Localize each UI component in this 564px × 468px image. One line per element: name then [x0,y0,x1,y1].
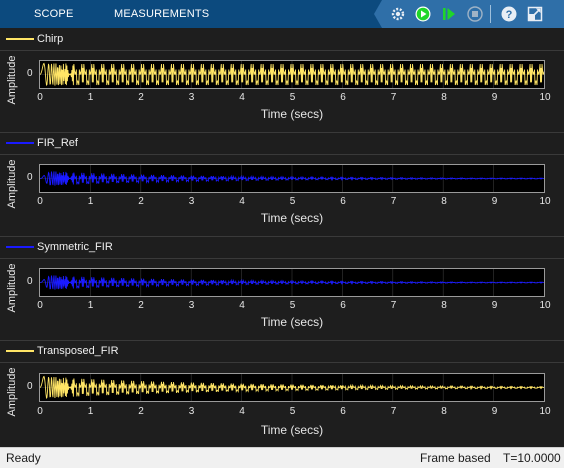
x-tick-label: 6 [340,300,346,311]
scope-panel-symmetric-fir: Symmetric_FIR Amplitude 0 0 1 2 3 4 5 6 7 8 9 10 T… [0,236,564,340]
y-tick-label: 0 [27,381,33,392]
legend-label: Chirp [37,33,64,45]
stop-icon[interactable] [466,5,484,23]
signal-trace [40,275,544,290]
legend-divider [0,154,564,155]
legend-label: Symmetric_FIR [37,241,113,253]
tab-measurements[interactable]: MEASUREMENTS [114,8,210,20]
x-tick-label: 2 [138,92,144,103]
x-tick-label: 8 [441,196,447,207]
x-tick-label: 5 [289,300,296,311]
x-axis-label: Time (secs) [260,423,324,437]
x-tick-label: 2 [138,196,144,207]
x-axis-label: Time (secs) [260,211,324,225]
x-tick-label: 3 [188,300,195,311]
x-tick-label: 5 [289,92,296,103]
legend-line [6,246,34,248]
toolbar-separator [490,5,491,23]
status-bar: Ready Frame based T=10.0000 [0,447,564,468]
x-tick-label: 8 [441,406,447,417]
x-tick-label: 8 [441,92,447,103]
x-tick-labels: 0 1 2 3 4 5 6 7 8 9 10 [0,92,564,104]
plot-area-transposed-fir[interactable] [39,373,545,402]
legend-line [6,38,34,40]
x-tick-label: 6 [340,92,346,103]
x-tick-label: 4 [239,300,245,311]
x-tick-label: 7 [390,196,397,207]
x-tick-label: 2 [138,406,144,417]
x-tick-label: 4 [239,406,245,417]
x-tick-label: 1 [87,92,94,103]
legend-divider [0,50,564,51]
legend-divider [0,362,564,363]
scope-panel-fir-ref: FIR_Ref Amplitude 0 0 1 2 3 4 5 6 7 8 9 10 Time (s… [0,132,564,236]
scope-divider [0,236,564,237]
x-tick-label: 3 [188,92,195,103]
x-tick-label: 0 [37,406,43,417]
x-tick-label: 4 [239,92,245,103]
legend-line [6,350,34,352]
tab-scope[interactable]: SCOPE [34,8,74,20]
step-forward-icon[interactable] [440,5,458,23]
settings-gear-icon[interactable] [389,5,407,23]
x-tick-label: 9 [491,300,498,311]
simulation-tools: ? [374,0,564,28]
scope-panel-transposed-fir: Transposed_FIR Amplitude 0 0 1 2 3 4 5 6 7 8 9 10 … [0,340,564,444]
x-tick-label: 10 [539,92,551,103]
scope-toolbar: SCOPE MEASUREMENTS ? [0,0,564,28]
x-tick-label: 9 [491,196,498,207]
x-tick-label: 7 [390,406,397,417]
plot-area-chirp[interactable] [39,60,545,89]
x-tick-label: 7 [390,92,397,103]
x-tick-label: 6 [340,406,346,417]
x-tick-labels: 0 1 2 3 4 5 6 7 8 9 10 [0,196,564,208]
x-tick-label: 0 [37,92,43,103]
y-tick-label: 0 [27,276,33,287]
status-text: Ready [6,451,41,465]
x-tick-label: 1 [87,300,94,311]
help-icon[interactable]: ? [500,5,518,23]
x-tick-label: 10 [539,300,551,311]
scope-panel-chirp: Chirp Amplitude 0 0 1 2 3 4 5 6 7 8 9 10 Time (sec… [0,28,564,132]
x-tick-label: 2 [138,300,144,311]
x-tick-label: 3 [188,406,195,417]
x-tick-label: 5 [289,406,296,417]
x-tick-label: 4 [239,196,245,207]
legend-label: Transposed_FIR [37,345,119,357]
x-tick-label: 7 [390,300,397,311]
x-tick-label: 10 [539,406,551,417]
plot-area-symmetric-fir[interactable] [39,268,545,297]
x-tick-label: 9 [491,92,498,103]
plot-area-fir-ref[interactable] [39,164,545,193]
x-axis-label: Time (secs) [260,315,324,329]
signal-trace [40,62,544,87]
x-tick-label: 1 [87,406,94,417]
signal-trace [40,375,544,399]
signal-trace [40,171,544,186]
legend-label: FIR_Ref [37,137,78,149]
x-axis-label: Time (secs) [260,107,324,121]
x-tick-label: 1 [87,196,94,207]
x-tick-label: 0 [37,300,43,311]
x-tick-label: 10 [539,196,551,207]
legend-line [6,142,34,144]
x-tick-label: 3 [188,196,195,207]
x-tick-labels: 0 1 2 3 4 5 6 7 8 9 10 [0,406,564,418]
x-tick-label: 5 [289,196,296,207]
x-tick-label: 6 [340,196,346,207]
run-icon[interactable] [414,5,432,23]
scope-divider [0,340,564,341]
frame-mode-indicator: Frame based [420,451,491,465]
y-tick-label: 0 [27,172,33,183]
simulation-time: T=10.0000 [503,451,561,465]
y-tick-label: 0 [27,68,33,79]
undock-icon[interactable] [526,5,544,23]
x-tick-labels: 0 1 2 3 4 5 6 7 8 9 10 [0,300,564,312]
x-tick-label: 0 [37,196,43,207]
x-tick-label: 9 [491,406,498,417]
x-tick-label: 8 [441,300,447,311]
svg-text:?: ? [506,9,513,21]
scope-divider [0,132,564,133]
legend-divider [0,258,564,259]
